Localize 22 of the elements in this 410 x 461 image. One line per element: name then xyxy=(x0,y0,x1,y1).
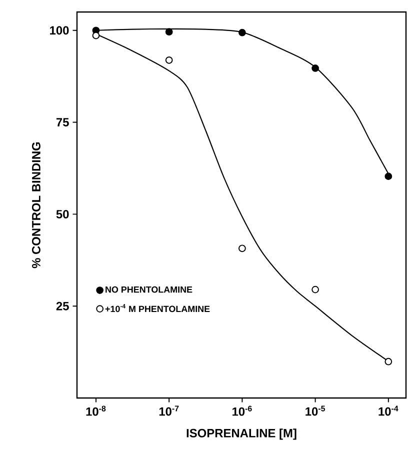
y-tick-label: 25 xyxy=(56,302,69,310)
point xyxy=(238,244,246,252)
x-tick-label: 10$^{-6}$ xyxy=(232,406,252,416)
x-axis-title: ISOPRENALINE [M] xyxy=(186,428,296,440)
legend-label: NO PHENTOLAMINE xyxy=(106,286,192,293)
point xyxy=(384,172,392,180)
point xyxy=(165,56,173,64)
y-tick-label: 50 xyxy=(56,210,69,218)
point xyxy=(384,358,392,366)
y-axis-title: % CONTROL BINDING xyxy=(32,142,40,268)
point xyxy=(312,286,319,294)
x-tick-label: 10$^{-8}$ xyxy=(86,406,106,416)
point xyxy=(312,64,319,72)
point xyxy=(165,28,173,36)
legend-label: +10$^{-4}$ M PHENTOLAMINE xyxy=(105,304,210,312)
y-tick-label: 75 xyxy=(56,118,69,126)
x-tick-label: 10$^{-7}$ xyxy=(159,406,179,416)
x-tick-label: 10$^{-4}$ xyxy=(378,406,398,416)
point xyxy=(238,28,246,36)
y-tick-label: 100 xyxy=(50,26,69,35)
x-tick-label: 10$^{-5}$ xyxy=(306,406,326,416)
point xyxy=(92,32,100,40)
